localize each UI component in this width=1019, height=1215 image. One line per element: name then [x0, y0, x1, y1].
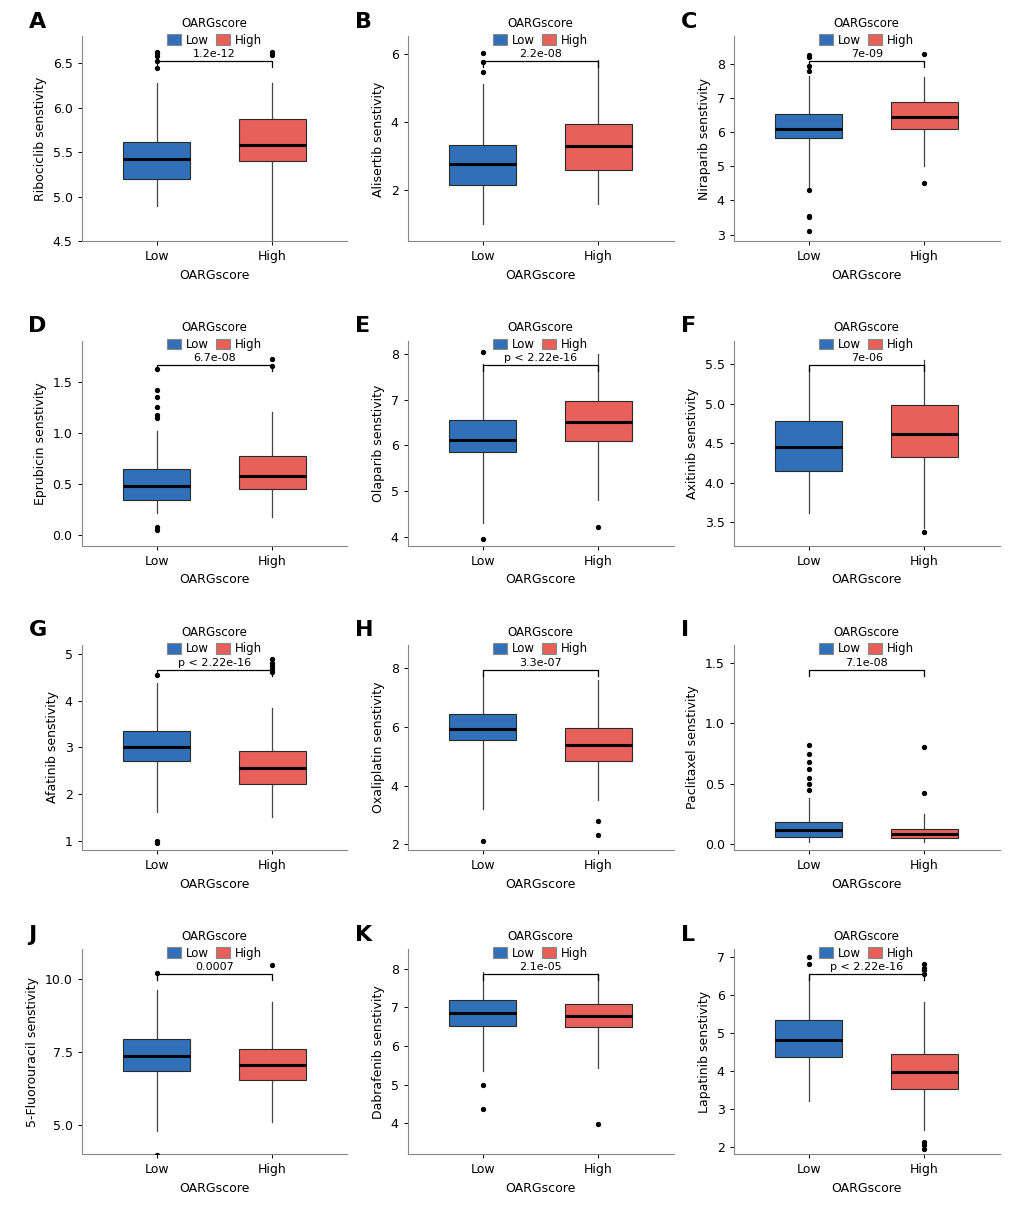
Text: I: I [680, 621, 688, 640]
Bar [123, 1040, 191, 1070]
Bar [890, 1053, 957, 1089]
Y-axis label: Ribociclib senstivity: Ribociclib senstivity [34, 77, 47, 200]
Bar [774, 1019, 842, 1057]
Legend: Low, High: Low, High [489, 622, 591, 659]
Y-axis label: Alisertib senstivity: Alisertib senstivity [372, 81, 385, 197]
Text: A: A [29, 12, 46, 32]
Bar [238, 456, 306, 490]
Text: B: B [355, 12, 371, 32]
Bar [238, 119, 306, 162]
Text: 7e-09: 7e-09 [850, 49, 881, 60]
Bar [448, 714, 516, 740]
Text: 6.7e-08: 6.7e-08 [193, 354, 235, 363]
Text: G: G [29, 621, 47, 640]
Y-axis label: Paclitaxel senstivity: Paclitaxel senstivity [686, 685, 698, 809]
Legend: Low, High: Low, High [163, 13, 265, 50]
Y-axis label: Dabrafenib senstivity: Dabrafenib senstivity [372, 985, 385, 1119]
Bar [565, 729, 632, 761]
Bar [565, 1005, 632, 1028]
Legend: Low, High: Low, High [163, 318, 265, 355]
X-axis label: OARGscore: OARGscore [179, 269, 250, 282]
Bar [123, 469, 191, 499]
Text: C: C [680, 12, 696, 32]
Text: 2.1e-05: 2.1e-05 [519, 962, 561, 972]
Text: 7e-06: 7e-06 [850, 354, 881, 363]
Text: 2.2e-08: 2.2e-08 [519, 49, 561, 60]
Bar [565, 124, 632, 170]
Bar [774, 823, 842, 837]
Y-axis label: 5-Fluorouracil senstivity: 5-Fluorouracil senstivity [26, 977, 39, 1126]
Text: 3.3e-07: 3.3e-07 [519, 657, 561, 667]
Y-axis label: Niraparib senstivity: Niraparib senstivity [697, 78, 710, 200]
Bar [448, 420, 516, 452]
Text: L: L [680, 925, 694, 945]
Text: 7.1e-08: 7.1e-08 [845, 657, 888, 667]
X-axis label: OARGscore: OARGscore [830, 1182, 901, 1194]
Bar [565, 401, 632, 441]
Text: p < 2.22e-16: p < 2.22e-16 [503, 354, 577, 363]
Bar [123, 731, 191, 761]
Bar [890, 406, 957, 457]
X-axis label: OARGscore: OARGscore [830, 573, 901, 587]
Bar [890, 102, 957, 129]
X-axis label: OARGscore: OARGscore [179, 1182, 250, 1194]
Bar [448, 145, 516, 185]
X-axis label: OARGscore: OARGscore [505, 877, 575, 891]
Text: D: D [29, 316, 47, 337]
Bar [774, 114, 842, 139]
Legend: Low, High: Low, High [163, 927, 265, 963]
Text: p < 2.22e-16: p < 2.22e-16 [829, 962, 903, 972]
Bar [890, 829, 957, 838]
Bar [123, 142, 191, 179]
Text: 1.2e-12: 1.2e-12 [193, 49, 235, 60]
X-axis label: OARGscore: OARGscore [830, 269, 901, 282]
Y-axis label: Olaparib senstivity: Olaparib senstivity [372, 384, 385, 502]
Legend: Low, High: Low, High [815, 318, 917, 355]
Y-axis label: Eprubicin senstivity: Eprubicin senstivity [34, 382, 47, 504]
Legend: Low, High: Low, High [815, 13, 917, 50]
Legend: Low, High: Low, High [489, 318, 591, 355]
Y-axis label: Afatinib senstivity: Afatinib senstivity [46, 691, 59, 803]
X-axis label: OARGscore: OARGscore [179, 573, 250, 587]
Y-axis label: Axitinib senstivity: Axitinib senstivity [686, 388, 698, 499]
Y-axis label: Oxaliplatin senstivity: Oxaliplatin senstivity [372, 682, 385, 813]
Bar [774, 422, 842, 470]
X-axis label: OARGscore: OARGscore [505, 269, 575, 282]
Bar [238, 751, 306, 784]
Bar [448, 1000, 516, 1025]
Legend: Low, High: Low, High [815, 927, 917, 963]
Legend: Low, High: Low, High [489, 927, 591, 963]
Text: F: F [680, 316, 695, 337]
Text: E: E [355, 316, 369, 337]
Legend: Low, High: Low, High [163, 622, 265, 659]
Bar [238, 1049, 306, 1080]
X-axis label: OARGscore: OARGscore [830, 877, 901, 891]
X-axis label: OARGscore: OARGscore [179, 877, 250, 891]
Text: 0.0007: 0.0007 [195, 962, 233, 972]
Legend: Low, High: Low, High [489, 13, 591, 50]
X-axis label: OARGscore: OARGscore [505, 573, 575, 587]
Legend: Low, High: Low, High [815, 622, 917, 659]
X-axis label: OARGscore: OARGscore [505, 1182, 575, 1194]
Y-axis label: Lapatinib senstivity: Lapatinib senstivity [697, 990, 710, 1113]
Text: K: K [355, 925, 371, 945]
Text: J: J [29, 925, 37, 945]
Text: p < 2.22e-16: p < 2.22e-16 [177, 657, 251, 667]
Text: H: H [355, 621, 373, 640]
